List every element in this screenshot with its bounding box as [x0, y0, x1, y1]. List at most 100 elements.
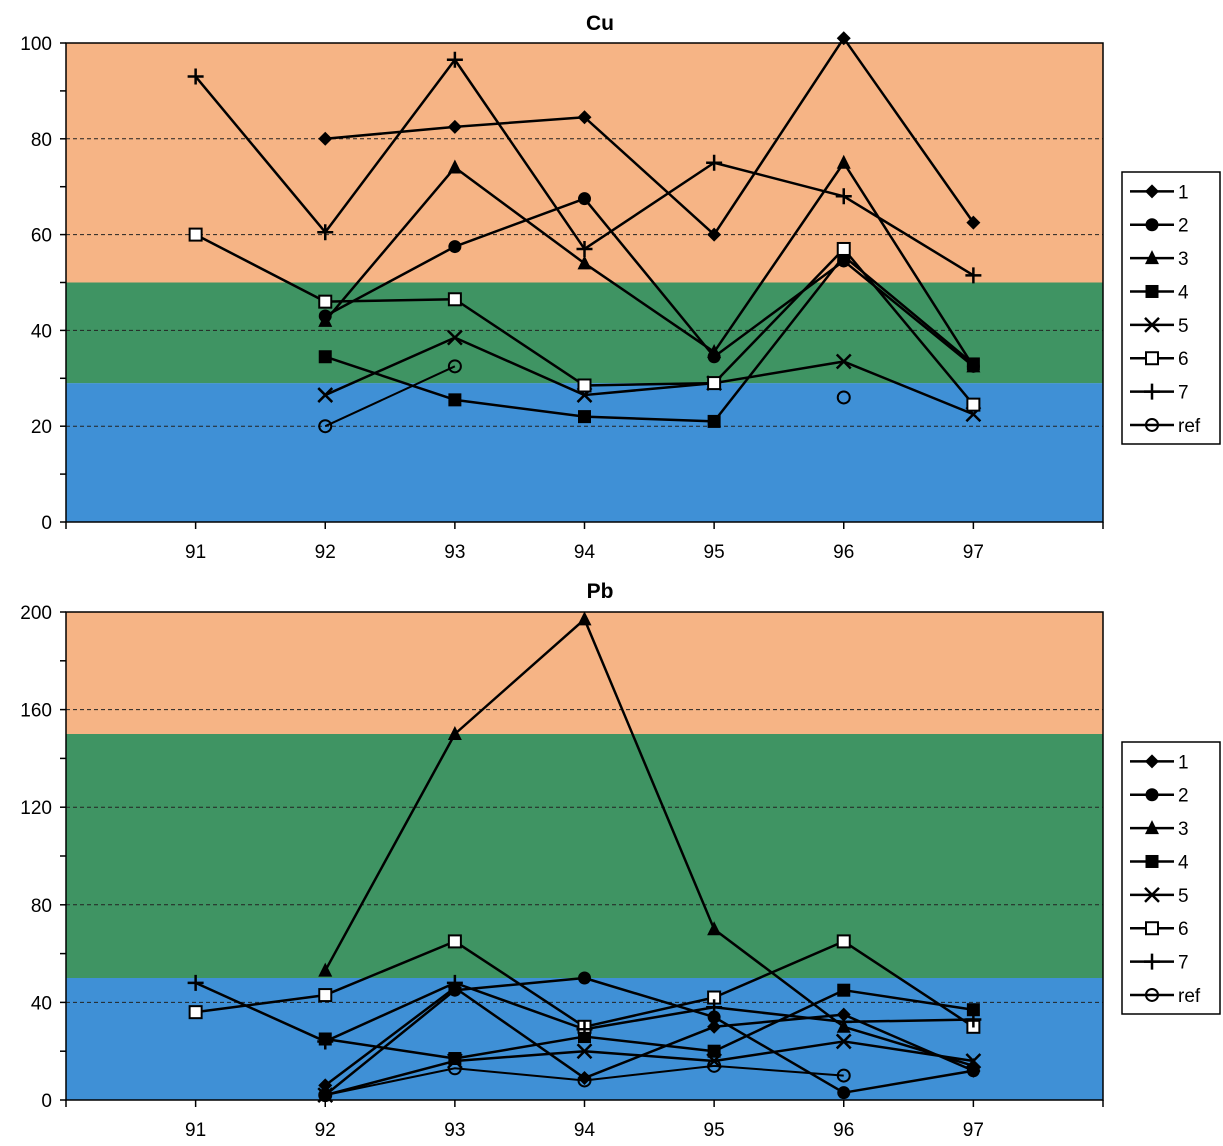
legend-label-6: 6 — [1178, 919, 1189, 940]
legend-marker-1 — [1145, 754, 1159, 769]
band-1 — [66, 734, 1103, 978]
series-line-5 — [324, 336, 974, 416]
point-2-94 — [578, 971, 591, 985]
x-tick-label: 91 — [185, 1120, 206, 1141]
point-4-93 — [448, 393, 462, 407]
point-4-93 — [448, 1052, 462, 1066]
point-ref-93 — [447, 1061, 462, 1076]
series-line-2 — [324, 976, 974, 1097]
y-tick-label: 40 — [31, 321, 52, 342]
point-2-95 — [707, 1010, 721, 1024]
point-7-92 — [317, 224, 334, 241]
legend-marker-6 — [1145, 351, 1159, 366]
point-7-96 — [835, 188, 852, 205]
x-tick-label: 92 — [315, 542, 336, 563]
point-2-94 — [578, 192, 591, 206]
legend: 1 2 3 4 5 6 7 ref — [1121, 741, 1221, 1015]
legend-marker-5 — [1144, 316, 1160, 333]
point-4-97 — [966, 357, 980, 371]
chart-cu: Cu 0 20 40 60 80 100 91 92 93 94 95 96 97 1 2 3 4 5 6 7 ref — [20, 12, 1221, 563]
point-7-97 — [965, 1011, 982, 1028]
y-tick-label: 60 — [31, 226, 52, 247]
chart-title-cu: Cu — [586, 12, 614, 35]
y-tick-label: 80 — [31, 130, 52, 151]
point-1-92 — [318, 131, 333, 146]
legend-label-6: 6 — [1178, 349, 1189, 370]
point-3-95 — [707, 921, 722, 936]
legend-label-4: 4 — [1178, 282, 1189, 303]
point-3-93 — [447, 159, 462, 174]
legend-box — [1121, 741, 1221, 1015]
point-1-92 — [318, 1078, 333, 1093]
legend-label-7: 7 — [1178, 953, 1189, 974]
legend-marker-2 — [1145, 788, 1159, 802]
band-0 — [66, 383, 1103, 522]
point-ref-95 — [707, 1058, 722, 1073]
y-tick-label: 200 — [20, 603, 52, 624]
point-7-97 — [965, 267, 982, 284]
series-line-4 — [325, 988, 974, 1060]
point-ref-92 — [318, 1088, 333, 1103]
point-4-97 — [966, 1003, 980, 1017]
legend-label-2: 2 — [1178, 216, 1189, 237]
legend-label-5: 5 — [1178, 886, 1189, 907]
series-line-1 — [325, 36, 975, 236]
x-tick-label: 93 — [444, 542, 465, 563]
point-6-95 — [707, 376, 722, 391]
point-7-91 — [187, 68, 204, 85]
legend-box — [1121, 171, 1221, 445]
point-6-91 — [188, 227, 203, 242]
x-tick-label: 96 — [833, 542, 854, 563]
point-3-93 — [447, 726, 462, 740]
series-line-5 — [324, 1040, 974, 1097]
x-tick-label: 92 — [315, 1120, 336, 1141]
point-1-94 — [577, 110, 592, 125]
series-line-3 — [324, 161, 975, 367]
point-5-92 — [317, 387, 334, 403]
point-5-94 — [576, 1043, 593, 1060]
legend-marker-6 — [1145, 921, 1159, 936]
legend-marker-5 — [1144, 886, 1160, 903]
point-6-91 — [188, 1005, 203, 1020]
point-1-95 — [707, 1019, 722, 1034]
legend-label-7: 7 — [1178, 383, 1189, 404]
point-6-93 — [447, 934, 462, 949]
point-4-96 — [837, 983, 851, 997]
legend-marker-4 — [1145, 854, 1159, 868]
legend-marker-ref — [1145, 417, 1159, 432]
y-tick-label: 0 — [41, 1091, 52, 1112]
point-3-97 — [966, 1057, 981, 1072]
point-6-92 — [318, 294, 333, 309]
legend-label-ref: ref — [1178, 986, 1201, 1007]
y-tick-label: 20 — [31, 417, 52, 438]
point-5-93 — [446, 329, 463, 346]
point-6-94 — [577, 378, 592, 393]
point-3-95 — [707, 343, 722, 358]
series-line-1 — [324, 986, 974, 1087]
point-ref-94 — [577, 1073, 592, 1088]
legend-marker-7 — [1144, 953, 1160, 970]
point-4-95 — [707, 1044, 721, 1058]
point-1-95 — [707, 227, 722, 242]
point-6-97 — [966, 397, 981, 412]
point-5-96 — [835, 353, 852, 370]
legend-marker-ref — [1145, 987, 1159, 1002]
point-6-92 — [318, 988, 333, 1003]
point-3-94 — [577, 255, 592, 270]
point-7-91 — [187, 974, 204, 991]
y-tick-label: 80 — [31, 896, 52, 917]
point-2-93 — [448, 240, 462, 254]
point-1-96 — [836, 31, 851, 46]
x-tick-label: 93 — [444, 1120, 465, 1141]
point-6-96 — [836, 241, 851, 256]
x-tick-label: 96 — [833, 1120, 854, 1141]
y-tick-label: 40 — [31, 993, 52, 1014]
point-6-96 — [836, 934, 851, 949]
point-3-92 — [318, 312, 333, 327]
legend-label-ref: ref — [1178, 416, 1201, 437]
legend-label-4: 4 — [1178, 852, 1189, 873]
point-7-94 — [576, 1021, 593, 1038]
point-7-93 — [446, 51, 463, 68]
point-ref-93 — [447, 359, 462, 374]
